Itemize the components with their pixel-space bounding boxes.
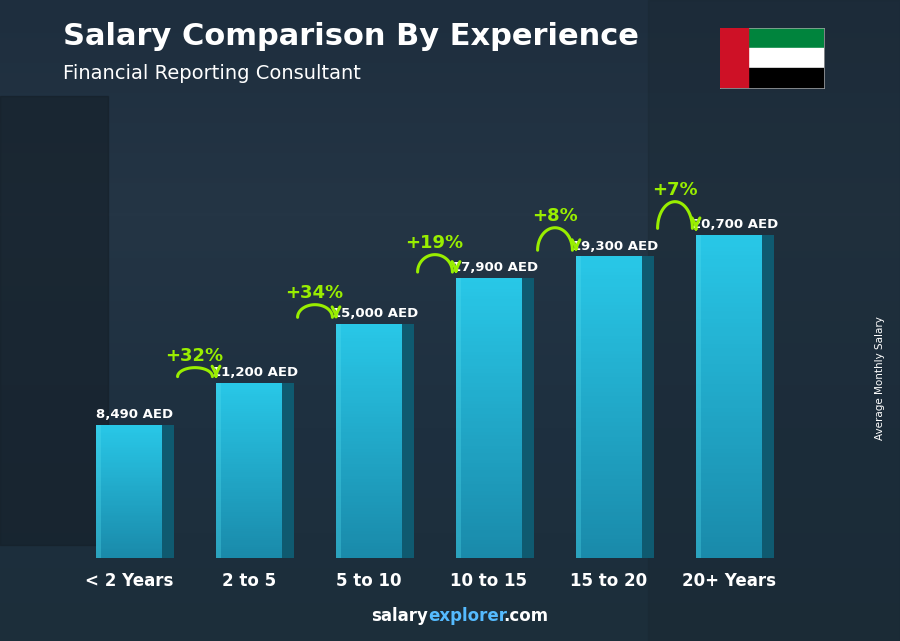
Text: salary: salary bbox=[372, 607, 428, 625]
Bar bbox=[720, 28, 748, 88]
Text: .com: .com bbox=[503, 607, 548, 625]
Text: 8,490 AED: 8,490 AED bbox=[96, 408, 174, 421]
Text: 19,300 AED: 19,300 AED bbox=[572, 240, 658, 253]
Text: 15,000 AED: 15,000 AED bbox=[332, 306, 419, 320]
Bar bbox=[720, 68, 824, 88]
Text: 20,700 AED: 20,700 AED bbox=[692, 218, 778, 231]
Text: +19%: +19% bbox=[406, 234, 464, 252]
Text: 11,200 AED: 11,200 AED bbox=[212, 366, 298, 379]
Polygon shape bbox=[282, 383, 294, 558]
Text: Financial Reporting Consultant: Financial Reporting Consultant bbox=[63, 64, 361, 83]
Polygon shape bbox=[402, 324, 414, 558]
Text: +34%: +34% bbox=[285, 284, 344, 302]
Text: explorer: explorer bbox=[428, 607, 508, 625]
Bar bbox=[720, 28, 824, 48]
Text: +7%: +7% bbox=[652, 181, 698, 199]
Text: Average Monthly Salary: Average Monthly Salary bbox=[875, 316, 886, 440]
Polygon shape bbox=[162, 425, 174, 558]
Bar bbox=[720, 48, 824, 68]
Polygon shape bbox=[642, 256, 654, 558]
Polygon shape bbox=[762, 235, 774, 558]
Text: +32%: +32% bbox=[166, 347, 224, 365]
Text: +8%: +8% bbox=[532, 207, 578, 225]
Text: 17,900 AED: 17,900 AED bbox=[452, 262, 538, 274]
Text: Salary Comparison By Experience: Salary Comparison By Experience bbox=[63, 22, 639, 51]
Polygon shape bbox=[522, 278, 534, 558]
